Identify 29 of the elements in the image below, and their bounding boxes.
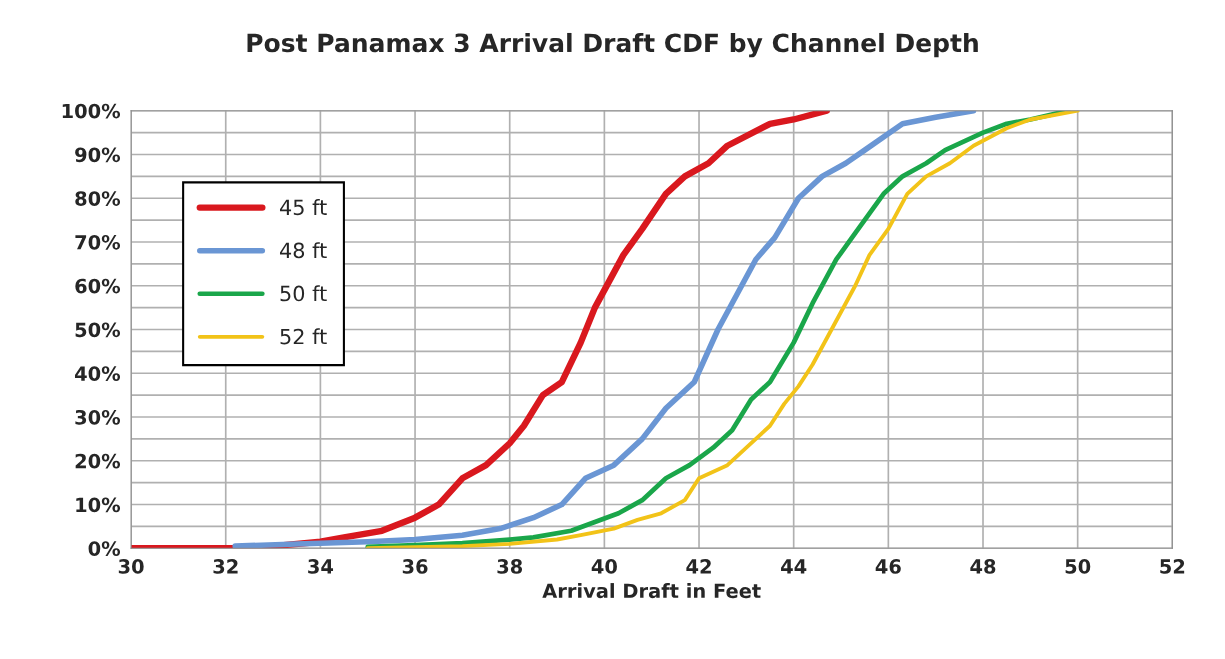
- x-tick-label: 44: [781, 559, 807, 574]
- legend-label: 52 ft: [280, 328, 327, 345]
- y-tick-label: 0%: [88, 541, 121, 556]
- x-tick-label: 32: [213, 559, 238, 574]
- x-tick-label: 52: [1160, 559, 1185, 574]
- y-tick-label: 10%: [76, 497, 121, 513]
- x-tick-label: 40: [591, 559, 617, 574]
- x-tick-label: 36: [402, 559, 428, 574]
- y-tick-label: 90%: [75, 147, 121, 163]
- chart-title: Post Panamax 3 Arrival Draft CDF by Channel Depth: [247, 32, 978, 58]
- y-tick-label: 30%: [75, 409, 121, 425]
- y-tick-label: 80%: [75, 191, 121, 206]
- y-tick-label: 20%: [75, 453, 121, 469]
- y-tick-label: 60%: [75, 278, 121, 294]
- x-axis-title: Arrival Draft in Feet: [542, 583, 761, 599]
- y-tick-label: 40%: [74, 366, 121, 381]
- x-tick-label: 48: [970, 559, 996, 574]
- x-tick-label: 38: [497, 559, 523, 574]
- x-tick-label: 34: [308, 559, 334, 574]
- x-tick-label: 46: [875, 559, 901, 574]
- y-tick-label: 50%: [75, 322, 121, 338]
- x-tick-label: 50: [1065, 559, 1091, 574]
- y-tick-label: 100%: [62, 103, 121, 119]
- x-tick-label: 42: [686, 559, 711, 574]
- legend-label: 48 ft: [279, 242, 327, 259]
- x-tick-label: 30: [118, 559, 144, 574]
- y-tick-label: 70%: [75, 234, 121, 250]
- legend-label: 45 ft: [279, 199, 327, 216]
- legend-label: 50 ft: [280, 285, 327, 302]
